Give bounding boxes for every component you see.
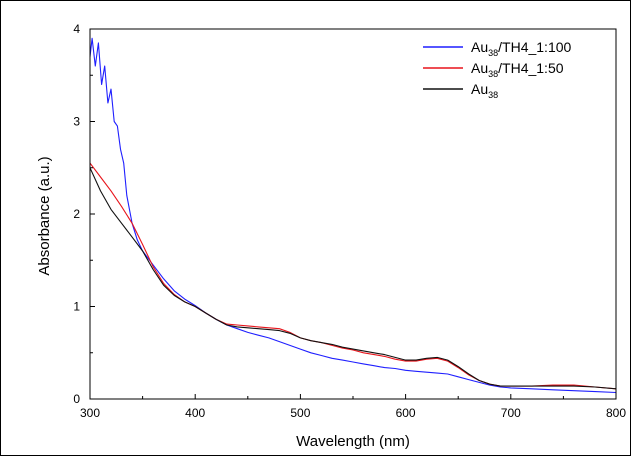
series-line-1 (89, 37, 617, 394)
x-tick-label-400: 400 (185, 406, 205, 420)
x-tick-label-800: 800 (606, 406, 626, 420)
y-tick-label-0: 0 (73, 392, 80, 406)
x-tick-label-300: 300 (80, 406, 100, 420)
y-tick-label-4: 4 (73, 22, 80, 36)
legend: Au38/TH4_1:100 Au38/TH4_1:50 Au38 (423, 39, 572, 100)
x-tick-label-600: 600 (396, 406, 416, 420)
axes: 300 400 500 600 700 800 0 1 2 3 4 (73, 22, 626, 420)
x-tick-label-500: 500 (290, 406, 310, 420)
y-tick-label-1: 1 (73, 300, 80, 314)
y-tick-label-2: 2 (73, 207, 80, 221)
legend-label-3: Au38 (471, 81, 498, 100)
plot-area (89, 37, 617, 394)
y-tick-label-3: 3 (73, 115, 80, 129)
plot-border (89, 28, 617, 400)
x-axis-label: Wavelength (nm) (296, 433, 410, 450)
series-line-2 (89, 162, 617, 390)
legend-label-1: Au38/TH4_1:100 (471, 39, 572, 58)
y-axis-label: Absorbance (a.u.) (36, 156, 53, 275)
legend-label-2: Au38/TH4_1:50 (471, 60, 564, 79)
x-tick-label-700: 700 (501, 406, 521, 420)
series-line-3 (89, 167, 617, 390)
